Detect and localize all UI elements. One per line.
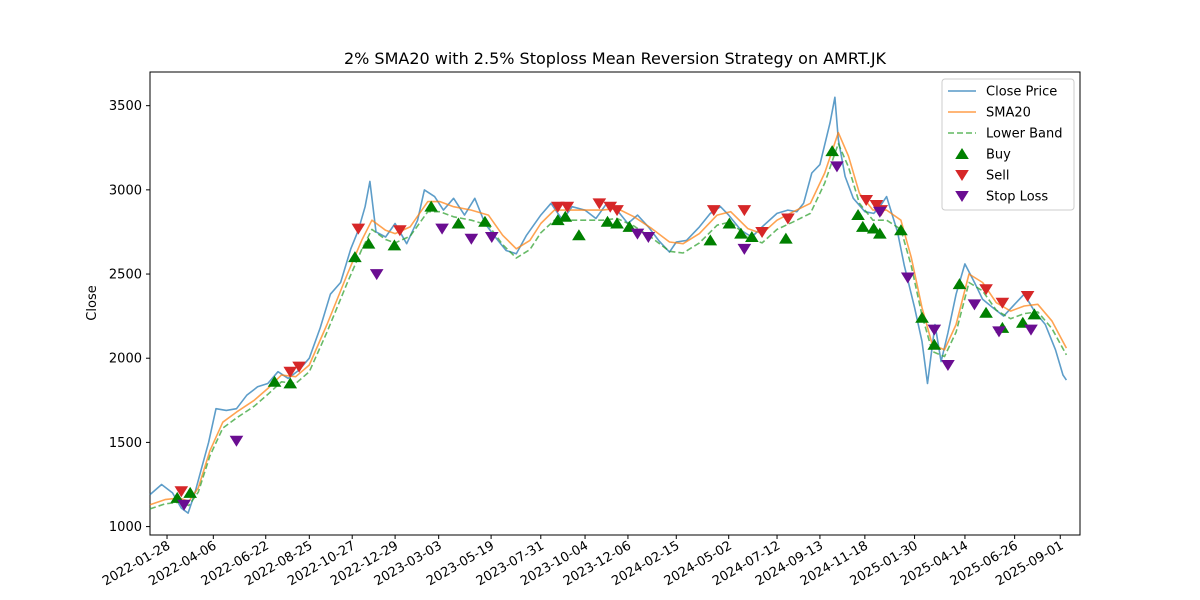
marker-buy [866,222,881,234]
marker-buy [952,278,967,290]
marker-sell [737,205,752,217]
marker-sell [292,361,306,373]
marker-buy [927,338,942,350]
marker-sell [995,297,1010,309]
y-tick-label: 2500 [109,268,142,283]
marker-stop-loss [435,223,449,235]
plot-frame [149,71,1081,536]
y-tick-label: 3500 [109,99,142,114]
marker-buy [550,214,565,226]
marker-buy [1027,308,1042,320]
legend-swatch-buy [955,147,969,159]
marker-sell [1020,290,1035,302]
marker-stop-loss [229,435,244,447]
marker-stop-loss [992,326,1006,338]
marker-buy [722,217,737,229]
marker-stop-loss [464,233,479,245]
marker-stop-loss [873,206,887,218]
marker-buy [348,251,362,263]
legend-swatch-stop-loss [955,191,969,203]
marker-stop-loss [177,499,191,511]
marker-buy [183,486,197,498]
marker-sell [781,213,795,225]
marker-buy [915,311,929,323]
series-line-sma20 [149,131,1068,506]
marker-buy [558,210,573,222]
marker-sell [979,284,993,296]
marker-stop-loss [630,228,645,240]
marker-buy [825,145,840,157]
marker-buy [851,209,865,221]
legend-label-lower-band: Lower Band [986,127,1062,142]
marker-buy [703,234,718,246]
marker-sell [706,205,721,217]
marker-buy [779,232,793,244]
marker-buy [745,230,759,242]
legend-label-close-price: Close Price [986,85,1057,100]
marker-sell [550,201,565,213]
marker-buy [894,224,908,236]
marker-buy [361,237,376,249]
marker-buy [979,306,993,318]
marker-stop-loss [1024,324,1038,336]
legend-swatch-sell [955,170,969,182]
chart-title: 2% SMA20 with 2.5% Stoploss Mean Reversi… [344,49,887,68]
marker-buy [610,217,624,229]
marker-stop-loss [967,299,982,311]
marker-stop-loss [941,360,955,372]
y-axis-label: Close [85,285,100,320]
marker-stop-loss [641,232,656,244]
marker-sell [283,366,298,378]
marker-buy [283,377,298,389]
marker-buy [855,220,870,232]
marker-stop-loss [900,272,915,284]
marker-stop-loss [484,232,499,244]
marker-buy [424,200,438,212]
legend-label-sma20: SMA20 [986,106,1031,121]
marker-sell [560,201,575,213]
legend: Close Price SMA20 Lower Band Buy Sell Stop Lo… [941,78,1075,211]
marker-buy [478,215,492,227]
marker-buy [572,229,586,241]
marker-stop-loss [927,324,942,336]
marker-sell [592,198,607,210]
legend-label-buy: Buy [986,148,1011,163]
marker-sell [755,226,769,238]
legend-label-sell: Sell [986,169,1009,184]
plot-area: 1000150020002500300035002022-01-282022-0… [100,71,1081,589]
marker-sell [610,205,624,217]
y-tick-label: 3000 [109,183,142,198]
marker-sell [351,223,366,235]
legend-label-stop-loss: Stop Loss [986,190,1048,205]
y-tick-label: 2000 [109,352,142,367]
marker-buy [267,375,282,387]
marker-buy [600,215,615,227]
marker-buy [451,217,466,229]
marker-buy [387,239,402,251]
marker-stop-loss [737,243,752,255]
marker-stop-loss [830,161,844,173]
marker-buy [873,227,887,239]
series-line-close-price [149,96,1068,514]
marker-buy [734,227,748,239]
marker-sell [174,486,189,498]
marker-sell [393,225,407,237]
marker-sell [859,195,874,207]
y-tick-label: 1000 [109,520,142,535]
marker-stop-loss [369,269,384,281]
y-tick-label: 1500 [109,436,142,451]
marker-sell [603,201,618,213]
